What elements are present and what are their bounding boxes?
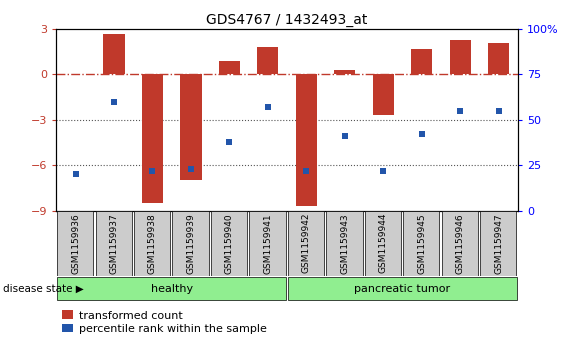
Bar [57,211,93,276]
Bar [104,34,124,74]
Bar [334,70,355,74]
Bar [403,211,440,276]
Text: GSM1159947: GSM1159947 [494,213,503,274]
Title: GDS4767 / 1432493_at: GDS4767 / 1432493_at [207,13,368,26]
Text: GSM1159943: GSM1159943 [341,213,349,274]
Text: GSM1159938: GSM1159938 [148,213,157,274]
Bar [488,43,510,74]
Bar [219,61,240,74]
Bar [134,211,170,276]
Bar [142,74,163,203]
Bar [249,211,285,276]
Text: GSM1159945: GSM1159945 [417,213,426,274]
Bar [327,211,363,276]
Bar [480,211,516,276]
Bar [373,74,394,115]
Text: GSM1159946: GSM1159946 [456,213,464,274]
Bar [442,211,478,276]
Bar [96,211,132,276]
Bar [411,49,432,74]
Text: GSM1159939: GSM1159939 [186,213,195,274]
Bar [365,211,401,276]
Bar [211,211,247,276]
Text: GSM1159940: GSM1159940 [225,213,234,274]
Bar [288,211,324,276]
Text: GSM1159941: GSM1159941 [263,213,272,274]
Bar [57,277,287,300]
Text: pancreatic tumor: pancreatic tumor [355,284,450,294]
Text: disease state ▶: disease state ▶ [3,284,83,294]
Text: GSM1159936: GSM1159936 [71,213,80,274]
Bar [172,211,209,276]
Legend: transformed count, percentile rank within the sample: transformed count, percentile rank withi… [62,310,266,334]
Bar [257,47,279,74]
Bar [180,74,202,180]
Text: GSM1159942: GSM1159942 [302,213,311,273]
Bar [296,74,317,206]
Text: GSM1159937: GSM1159937 [110,213,118,274]
Bar [450,40,471,74]
Text: healthy: healthy [151,284,193,294]
Bar [288,277,517,300]
Text: GSM1159944: GSM1159944 [379,213,388,273]
